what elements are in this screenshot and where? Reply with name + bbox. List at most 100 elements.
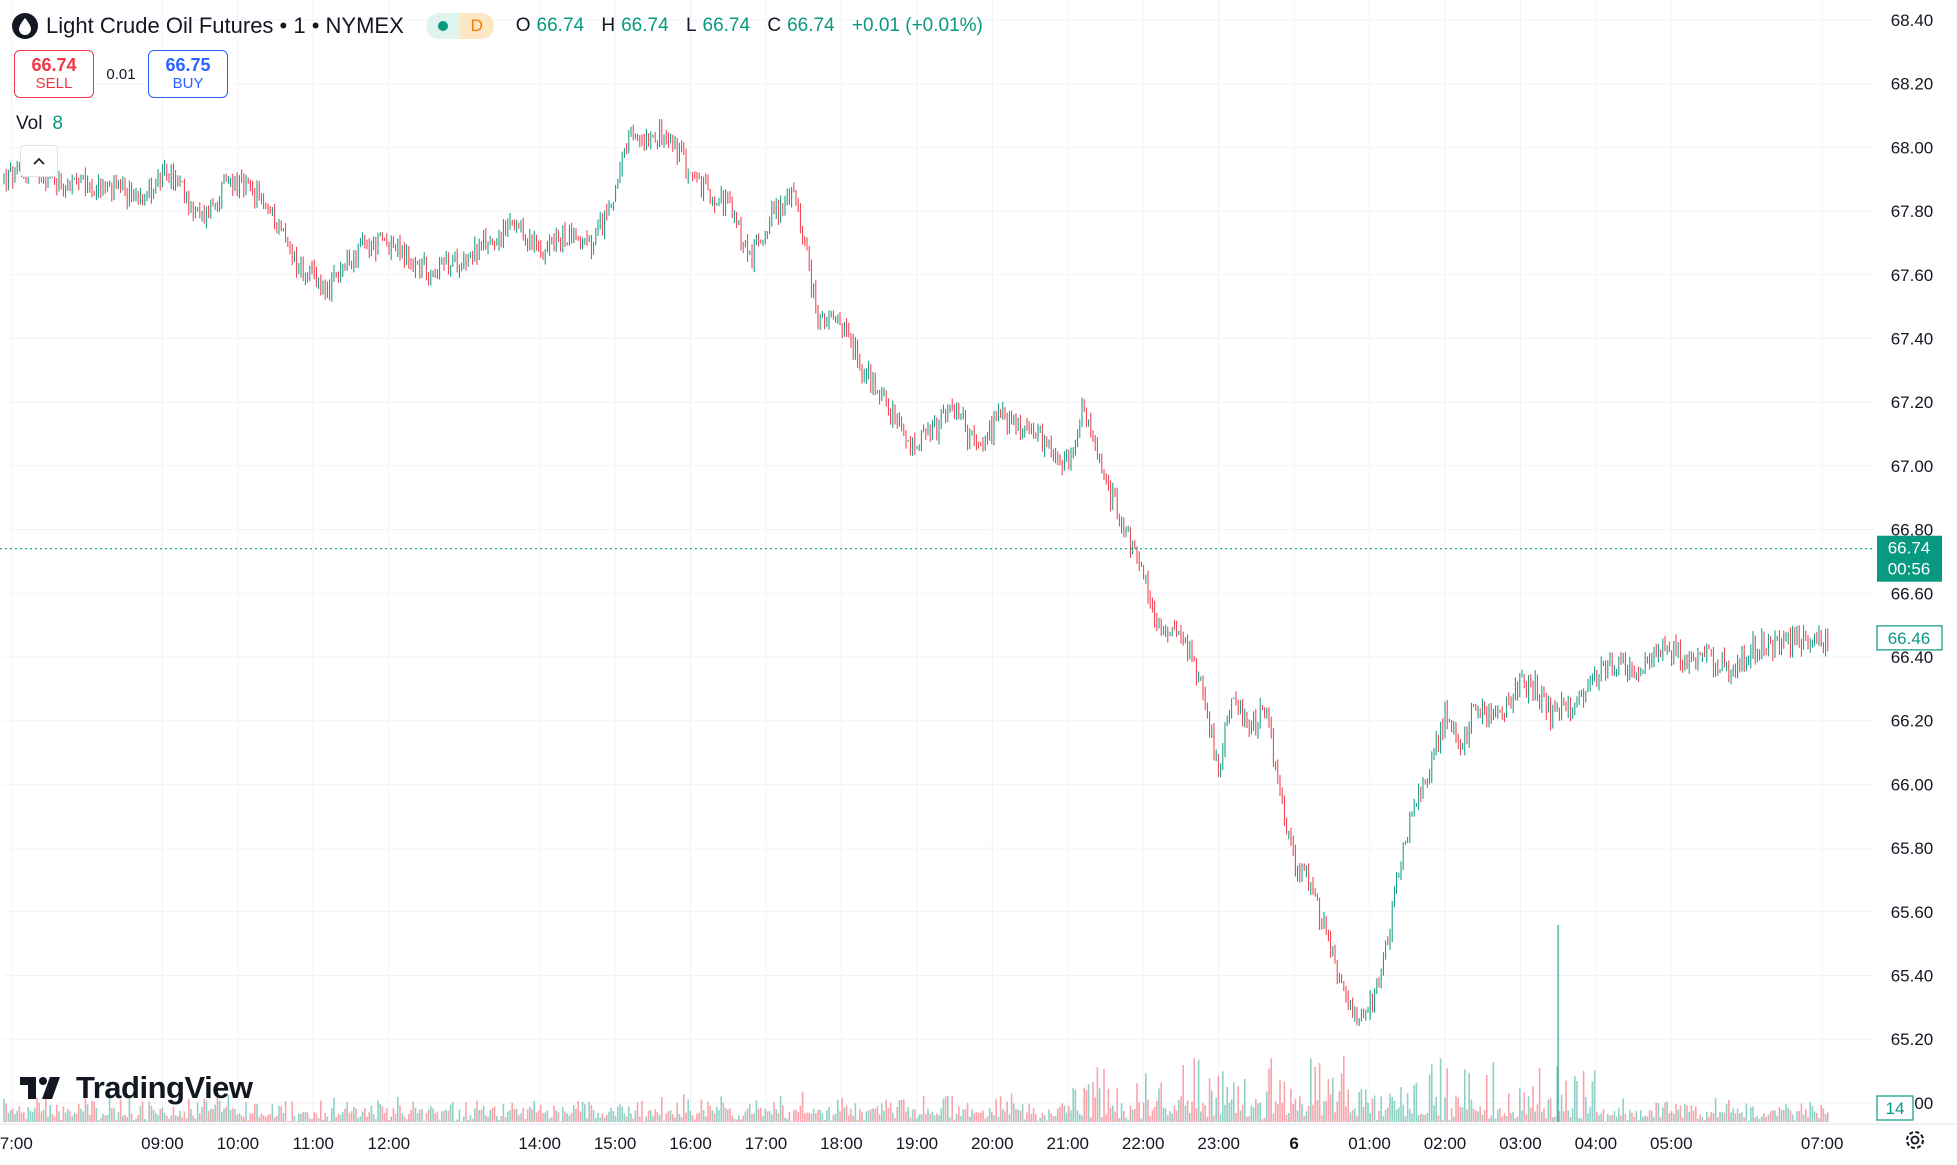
price-axis[interactable]: 68.40 68.20 68.00 67.80 67.60 67.40 67.20 67.00… [1875,0,1957,1165]
volume-bar-22 [51,1114,54,1122]
volume-bar-321 [709,1105,711,1122]
time-tick-label: 10:00 [217,1134,260,1153]
volume-bar-356 [786,1118,788,1122]
volume-bar-7 [18,1106,21,1122]
market-status-badge[interactable]: D [425,13,494,39]
time-tick-label: 12:00 [367,1134,410,1153]
marker-price-tag[interactable]: 66.46 [1876,625,1943,651]
volume-bar-69 [155,1112,157,1122]
volume-bar-710 [1565,1080,1567,1122]
current-price-tag[interactable]: 66.74 00:56 [1877,535,1942,582]
volume-bar-514 [1134,1108,1136,1122]
volume-bar-339 [749,1104,751,1122]
volume-bar-519 [1145,1073,1147,1122]
volume-bar-677 [1492,1062,1495,1122]
volume-bar-596 [1314,1066,1316,1122]
volume-bar-316 [698,1112,700,1122]
volume-bar-1 [5,1103,7,1122]
volume-bar-61 [137,1115,139,1122]
sell-button[interactable]: 66.74 SELL [14,50,94,98]
volume-bar-715 [1576,1081,1578,1122]
time-tick-label: 16:00 [669,1134,712,1153]
volume-bar-799 [1761,1115,1763,1122]
volume-bar-347 [766,1111,769,1122]
volume-bar-459 [1013,1103,1015,1122]
volume-bar-79 [177,1116,179,1122]
volume-bar-662 [1459,1107,1462,1122]
volume-bar-629 [1387,1107,1389,1122]
volume-bar-535 [1180,1096,1182,1122]
volume-bar-416 [918,1114,920,1122]
volume-bar-350 [773,1101,775,1122]
volume-bar-119 [265,1116,267,1122]
volume-bar-426 [940,1108,942,1122]
time-tick-label: 22:00 [1122,1134,1165,1153]
svg-text:14: 14 [1886,1099,1905,1118]
volume-bar-380 [839,1111,841,1122]
volume-bar-241 [533,1100,535,1122]
volume-bar-153 [339,1114,342,1122]
volume-bar-303 [669,1110,672,1122]
volume-bar-234 [518,1115,520,1122]
volume-bar-328 [724,1108,727,1122]
price-tick-label: 66.80 [1891,521,1934,540]
volume-bar-821 [1809,1101,1811,1122]
volume-bar-709 [1563,1111,1565,1122]
volume-bar-627 [1382,1116,1385,1122]
volume-bar-653 [1439,1058,1442,1122]
volume-bar-341 [753,1113,755,1122]
volume-bar-133 [295,1121,298,1122]
volume-bar-103 [229,1109,232,1122]
volume-bar-634 [1398,1107,1400,1122]
volume-bar-645 [1422,1114,1424,1122]
volume-bar-16 [38,1102,40,1122]
volume-bar-200 [443,1110,445,1122]
volume-bar-45 [102,1113,104,1122]
volume-bar-722 [1591,1081,1594,1122]
volume-bar-477 [1052,1115,1055,1122]
ohlc-legend: O 66.74 H 66.74 L 66.74 C 66.74 +0.01 (+0.01… [515,15,983,36]
volume-bar-823 [1813,1111,1816,1122]
volume-bar-229 [507,1111,509,1122]
time-tick-label: 11:00 [293,1134,334,1153]
volume-bar-344 [760,1107,762,1122]
volume-bar-77 [172,1106,175,1122]
collapse-legend-button[interactable] [20,145,58,177]
volume-bar-227 [502,1103,505,1122]
volume-bar-309 [683,1093,685,1122]
volume-bar-201 [445,1109,447,1122]
volume-bar-479 [1057,1108,1059,1122]
volume-bar-748 [1648,1109,1651,1122]
volume-bar-131 [291,1101,293,1122]
volume-bar-651 [1435,1096,1437,1122]
volume-bar-679 [1497,1109,1499,1122]
volume-bar-735 [1620,1115,1622,1122]
volume-bar-281 [621,1106,623,1122]
volume-bar-539 [1189,1112,1191,1122]
volume-bar-44 [100,1117,102,1122]
volume-bar-398 [878,1114,881,1122]
volume-bar-441 [973,1113,975,1122]
volume-bar-277 [612,1111,615,1122]
symbol-title[interactable]: Light Crude Oil Futures • 1 • NYMEX [46,13,404,38]
volume-bar-521 [1149,1116,1151,1122]
volume-bar-249 [551,1117,553,1122]
volume-bar-509 [1123,1111,1125,1122]
volume-bar-685 [1510,1113,1512,1122]
buy-button[interactable]: 66.75 BUY [148,50,228,98]
chart-settings-button[interactable] [1902,1127,1928,1153]
volume-bar-30 [69,1110,71,1122]
time-axis[interactable]: 07:00 09:00 10:00 11:00 12:00 14:00 15:00 16:00… [0,1123,1957,1153]
volume-bar-548 [1208,1078,1211,1122]
volume-bar-771 [1699,1114,1701,1122]
volume-bar-614 [1354,1108,1356,1122]
volume-bar-431 [951,1095,953,1122]
volume-bar-683 [1505,1116,1508,1122]
tradingview-logo[interactable]: TradingView [20,1070,253,1106]
time-tick-label: 04:00 [1575,1134,1618,1153]
volume-bar-527 [1162,1107,1165,1122]
volume-bar-25 [58,1111,60,1122]
volume-bar-773 [1703,1120,1706,1122]
